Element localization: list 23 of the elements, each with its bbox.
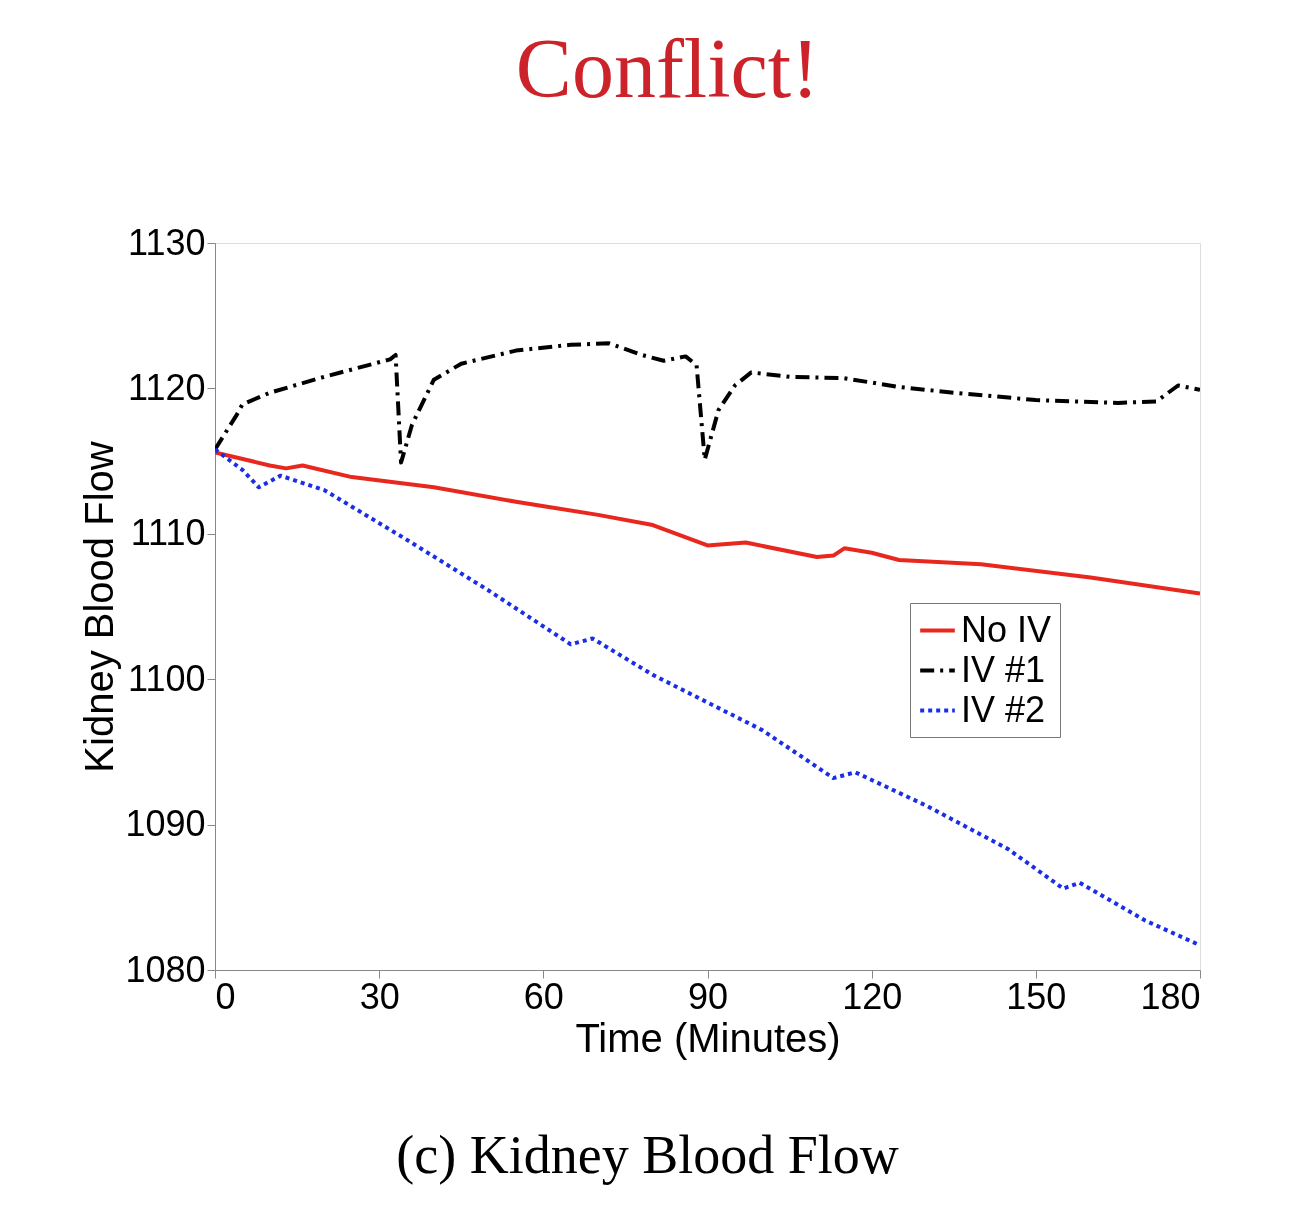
legend-label: IV #1 [961, 648, 1046, 690]
x-axis-title: Time (Minutes) [575, 1015, 841, 1060]
y-tick-label: 1100 [128, 657, 206, 699]
line-series [215, 341, 1200, 465]
x-tick-label: 30 [359, 975, 400, 1017]
y-axis-title: Kidney Blood Flow [77, 441, 122, 773]
y-tick-label: 1110 [130, 512, 206, 554]
y-tick-label: 1130 [128, 221, 206, 263]
y-tick-label: 1120 [128, 366, 206, 408]
x-tick-label: 90 [687, 975, 729, 1017]
line-series [215, 447, 1200, 948]
line-series [215, 450, 1200, 596]
text: (c) Kidney Blood Flow [396, 1125, 899, 1185]
legend-label: No IV [961, 608, 1052, 650]
x-tick-label: 150 [1006, 975, 1067, 1017]
x-tick-label: 60 [523, 975, 564, 1017]
chart-title: Conflict! [515, 22, 820, 115]
legend-label: IV #2 [961, 688, 1046, 730]
x-tick-label: 120 [842, 975, 903, 1017]
y-tick-label: 1080 [125, 948, 206, 990]
x-tick-label: 180 [1140, 975, 1201, 1017]
y-tick-label: 1090 [125, 803, 206, 845]
x-tick-label: 0 [215, 975, 236, 1017]
